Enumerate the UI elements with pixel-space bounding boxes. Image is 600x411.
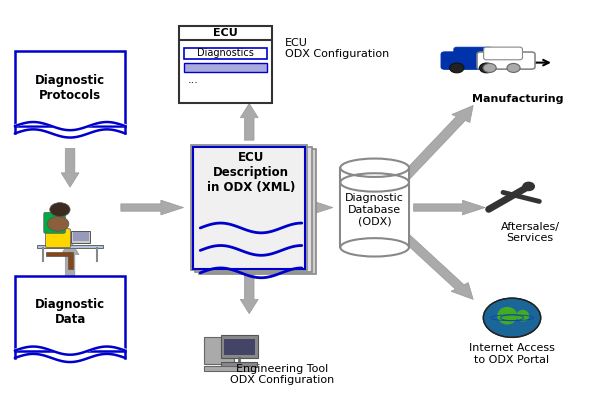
Text: ECU
ODX Configuration: ECU ODX Configuration [285, 37, 389, 59]
Text: ...: ... [188, 75, 199, 85]
FancyBboxPatch shape [37, 245, 103, 248]
FancyBboxPatch shape [184, 62, 267, 72]
Circle shape [479, 63, 494, 73]
Circle shape [449, 63, 464, 73]
FancyBboxPatch shape [73, 233, 89, 241]
Text: Diagnostic
Protocols: Diagnostic Protocols [35, 74, 105, 102]
FancyBboxPatch shape [68, 252, 73, 269]
Text: Diagnostic
Database
(ODX): Diagnostic Database (ODX) [345, 193, 404, 226]
FancyBboxPatch shape [205, 366, 255, 371]
FancyBboxPatch shape [205, 337, 235, 364]
FancyArrow shape [61, 240, 79, 283]
Circle shape [507, 63, 520, 72]
FancyBboxPatch shape [341, 168, 409, 247]
Text: ECU: ECU [213, 28, 238, 38]
FancyBboxPatch shape [224, 339, 254, 355]
FancyArrow shape [240, 104, 258, 140]
FancyBboxPatch shape [477, 52, 535, 69]
Text: Engineering Tool
ODX Configuration: Engineering Tool ODX Configuration [230, 364, 334, 386]
Text: Diagnostic
Data: Diagnostic Data [35, 298, 105, 326]
FancyArrow shape [61, 148, 79, 187]
FancyBboxPatch shape [44, 212, 65, 233]
FancyBboxPatch shape [441, 52, 499, 69]
Text: Diagnostics: Diagnostics [197, 48, 254, 58]
FancyArrow shape [240, 271, 258, 314]
Circle shape [483, 63, 496, 72]
FancyArrow shape [391, 106, 473, 189]
FancyBboxPatch shape [71, 231, 91, 243]
Text: Internet Access
to ODX Portal: Internet Access to ODX Portal [469, 344, 555, 365]
FancyBboxPatch shape [221, 363, 257, 367]
Text: ECU
Description
in ODX (XML): ECU Description in ODX (XML) [207, 151, 295, 194]
Circle shape [524, 183, 533, 190]
FancyArrow shape [121, 200, 184, 215]
Text: Aftersales/
Services: Aftersales/ Services [500, 222, 559, 243]
FancyBboxPatch shape [454, 47, 493, 60]
Circle shape [50, 203, 70, 217]
FancyBboxPatch shape [199, 149, 316, 274]
FancyArrow shape [310, 200, 333, 215]
FancyBboxPatch shape [191, 145, 307, 270]
FancyArrow shape [413, 200, 485, 215]
Ellipse shape [497, 307, 517, 325]
FancyBboxPatch shape [15, 51, 125, 126]
FancyBboxPatch shape [221, 335, 257, 358]
Ellipse shape [340, 238, 409, 256]
Text: Manufacturing: Manufacturing [472, 95, 564, 104]
FancyArrow shape [391, 226, 473, 299]
Ellipse shape [340, 159, 409, 177]
Circle shape [47, 217, 69, 231]
FancyBboxPatch shape [484, 47, 523, 60]
FancyBboxPatch shape [46, 229, 71, 247]
FancyBboxPatch shape [15, 276, 125, 351]
FancyBboxPatch shape [46, 252, 70, 256]
FancyBboxPatch shape [195, 147, 311, 272]
Circle shape [484, 298, 541, 337]
FancyBboxPatch shape [184, 48, 267, 59]
FancyBboxPatch shape [179, 26, 272, 104]
Ellipse shape [517, 310, 529, 321]
FancyBboxPatch shape [340, 168, 409, 247]
